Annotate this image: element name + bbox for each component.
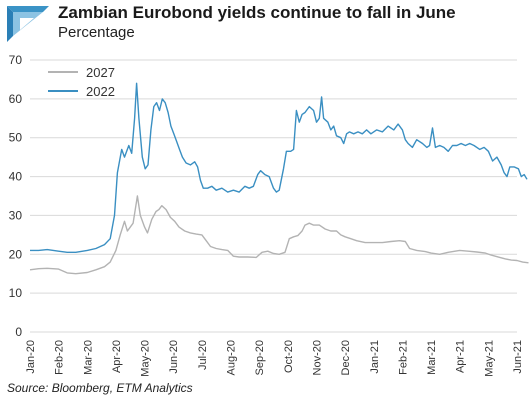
legend-label-2022: 2022 <box>86 84 115 99</box>
x-tick-label: Mar-20 <box>82 340 94 375</box>
x-tick-label: Apr-21 <box>455 340 467 373</box>
x-tick-label: Feb-21 <box>397 340 409 375</box>
chart-title: Zambian Eurobond yields continue to fall… <box>58 3 456 22</box>
y-tick-label: 60 <box>9 92 23 106</box>
x-tick-label: Jan-21 <box>369 340 381 374</box>
y-tick-label: 70 <box>9 53 23 67</box>
x-tick-label: Dec-20 <box>340 340 352 375</box>
x-tick-label: Aug-20 <box>226 340 238 375</box>
x-tick-label: Nov-20 <box>311 340 323 375</box>
x-tick-label: Jan-20 <box>25 340 37 374</box>
x-tick-label: Sep-20 <box>254 340 266 375</box>
y-tick-label: 50 <box>9 131 23 145</box>
x-tick-label: Apr-20 <box>111 340 123 373</box>
series-line-2022 <box>30 82 528 253</box>
x-tick-label: Feb-20 <box>54 340 66 375</box>
x-tick-label: Jun-20 <box>168 340 180 374</box>
y-tick-label: 10 <box>9 286 23 300</box>
y-tick-label: 20 <box>9 247 23 261</box>
y-tick-label: 40 <box>9 170 23 184</box>
source-note: Source: Bloomberg, ETM Analytics <box>7 381 193 395</box>
x-tick-label: Jun-21 <box>512 340 524 374</box>
series-line-2027 <box>29 195 529 275</box>
y-tick-label: 0 <box>15 325 22 339</box>
company-logo <box>7 6 49 42</box>
legend-label-2027: 2027 <box>86 65 115 80</box>
x-tick-label: May-21 <box>483 340 495 377</box>
x-tick-label: Jul-20 <box>197 340 209 370</box>
chart-subtitle: Percentage <box>58 24 135 41</box>
x-tick-label: Oct-20 <box>283 340 295 373</box>
x-tick-label: May-20 <box>140 340 152 377</box>
x-tick-label: Mar-21 <box>426 340 438 375</box>
y-tick-label: 30 <box>9 208 23 222</box>
